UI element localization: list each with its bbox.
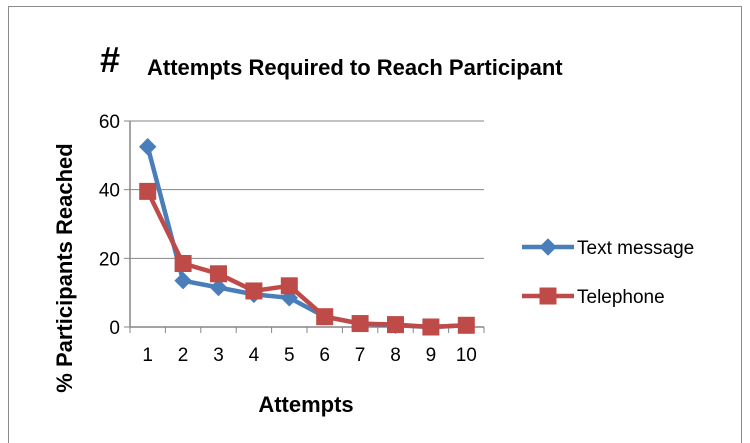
- data-point-marker: [245, 282, 263, 300]
- chart-title: # Attempts Required to Reach Participant: [100, 39, 563, 80]
- x-tick-label: 5: [284, 345, 295, 366]
- chart-title-prefix: #: [100, 39, 120, 80]
- legend-item: Text message: [522, 238, 694, 259]
- data-point-marker: [457, 316, 475, 334]
- data-point-marker: [174, 254, 192, 272]
- data-point-marker: [351, 315, 369, 333]
- x-tick-label: 7: [355, 345, 366, 366]
- y-tick-label: 40: [99, 181, 120, 202]
- chart-title-text: Attempts Required to Reach Participant: [147, 55, 563, 80]
- data-point-marker: [139, 182, 157, 200]
- series-1: [138, 138, 476, 336]
- y-axis-title: % Participants Reached: [52, 143, 77, 392]
- legend-item: Telephone: [522, 287, 665, 308]
- data-point-marker: [138, 138, 157, 156]
- data-point-marker: [210, 265, 227, 283]
- x-tick-label: 10: [456, 345, 477, 366]
- x-axis-title: Attempts: [258, 392, 353, 417]
- y-tick-label: 0: [109, 318, 120, 339]
- x-tick-label: 2: [178, 345, 189, 366]
- legend: Text message Telephone: [522, 238, 694, 308]
- series-2: [139, 182, 475, 336]
- y-tick-label: 20: [99, 249, 120, 270]
- data-point-marker: [209, 278, 228, 297]
- y-tick-label: 60: [99, 112, 120, 133]
- x-axis-ticks: 1 2 3 4 5 6 7 8 9 10: [129, 327, 485, 366]
- x-tick-label: 4: [249, 345, 260, 366]
- x-tick-label: 3: [213, 345, 224, 366]
- gridlines: [130, 120, 484, 259]
- data-point-marker: [422, 318, 440, 336]
- series-line: [145, 190, 467, 330]
- data-point-marker: [387, 316, 404, 334]
- legend-marker: [539, 287, 557, 305]
- x-tick-label: 8: [390, 345, 401, 366]
- data-point-marker: [174, 271, 192, 290]
- x-tick-label: 9: [426, 345, 437, 366]
- series-group: [138, 138, 476, 336]
- data-point-marker: [280, 277, 298, 295]
- x-tick-label: 1: [142, 345, 153, 366]
- legend-marker: [539, 238, 557, 256]
- legend-label: Text message: [577, 238, 694, 259]
- x-tick-label: 6: [319, 345, 330, 366]
- legend-label: Telephone: [577, 287, 665, 308]
- data-point-marker: [316, 308, 334, 326]
- y-axis-ticks: 0 20 40 60: [99, 112, 130, 339]
